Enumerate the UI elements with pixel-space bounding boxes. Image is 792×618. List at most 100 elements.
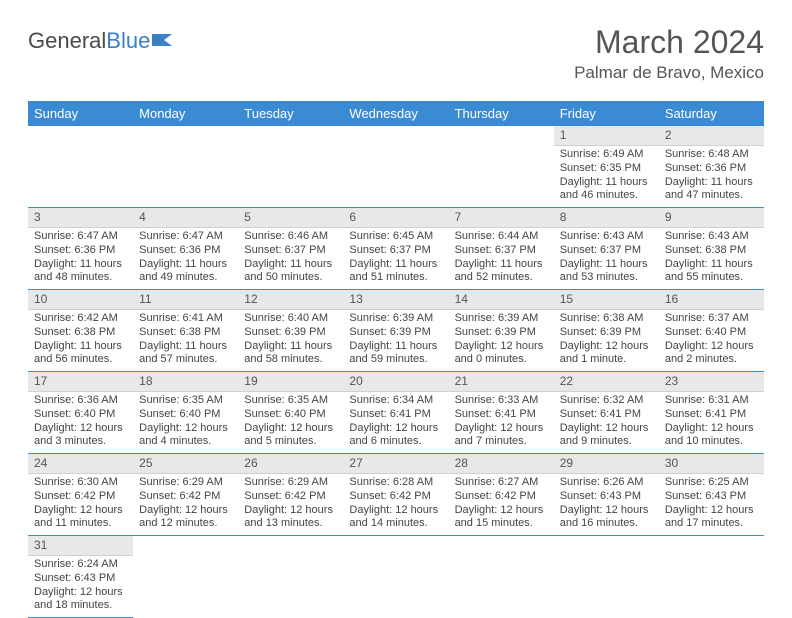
- day-line: Sunset: 6:42 PM: [244, 490, 337, 504]
- day-body: Sunrise: 6:33 AMSunset: 6:41 PMDaylight:…: [449, 392, 554, 453]
- day-number: 13: [343, 290, 448, 310]
- day-line: Daylight: 12 hours: [34, 504, 127, 518]
- day-line: Daylight: 12 hours: [139, 504, 232, 518]
- calendar-cell: 9Sunrise: 6:43 AMSunset: 6:38 PMDaylight…: [659, 208, 764, 290]
- day-line: Sunrise: 6:40 AM: [244, 312, 337, 326]
- calendar-cell: 24Sunrise: 6:30 AMSunset: 6:42 PMDayligh…: [28, 454, 133, 536]
- day-line: Sunset: 6:40 PM: [139, 408, 232, 422]
- day-number: 3: [28, 208, 133, 228]
- calendar-cell: 12Sunrise: 6:40 AMSunset: 6:39 PMDayligh…: [238, 290, 343, 372]
- day-body: Sunrise: 6:43 AMSunset: 6:37 PMDaylight:…: [554, 228, 659, 289]
- calendar-row: 1Sunrise: 6:49 AMSunset: 6:35 PMDaylight…: [28, 126, 764, 208]
- day-line: Sunset: 6:37 PM: [560, 244, 653, 258]
- day-line: Daylight: 11 hours: [560, 176, 653, 190]
- weekday-col: Thursday: [449, 101, 554, 126]
- calendar-cell: 28Sunrise: 6:27 AMSunset: 6:42 PMDayligh…: [449, 454, 554, 536]
- day-line: Sunset: 6:43 PM: [34, 572, 127, 586]
- day-line: and 4 minutes.: [139, 435, 232, 449]
- calendar-cell: 21Sunrise: 6:33 AMSunset: 6:41 PMDayligh…: [449, 372, 554, 454]
- calendar-cell: 8Sunrise: 6:43 AMSunset: 6:37 PMDaylight…: [554, 208, 659, 290]
- day-number: 27: [343, 454, 448, 474]
- day-body: Sunrise: 6:40 AMSunset: 6:39 PMDaylight:…: [238, 310, 343, 371]
- day-line: Sunset: 6:40 PM: [665, 326, 758, 340]
- day-number: 25: [133, 454, 238, 474]
- day-number: 24: [28, 454, 133, 474]
- calendar-cell: 11Sunrise: 6:41 AMSunset: 6:38 PMDayligh…: [133, 290, 238, 372]
- day-line: Sunrise: 6:47 AM: [34, 230, 127, 244]
- day-line: Daylight: 11 hours: [244, 258, 337, 272]
- day-number: 17: [28, 372, 133, 392]
- calendar-cell: 29Sunrise: 6:26 AMSunset: 6:43 PMDayligh…: [554, 454, 659, 536]
- day-body: Sunrise: 6:31 AMSunset: 6:41 PMDaylight:…: [659, 392, 764, 453]
- day-line: Daylight: 12 hours: [244, 504, 337, 518]
- day-line: Daylight: 12 hours: [349, 504, 442, 518]
- day-line: Sunset: 6:39 PM: [244, 326, 337, 340]
- day-line: Sunset: 6:39 PM: [349, 326, 442, 340]
- day-line: Sunrise: 6:26 AM: [560, 476, 653, 490]
- day-line: Sunrise: 6:49 AM: [560, 148, 653, 162]
- day-line: Daylight: 12 hours: [665, 340, 758, 354]
- day-body: Sunrise: 6:26 AMSunset: 6:43 PMDaylight:…: [554, 474, 659, 535]
- day-line: Sunset: 6:39 PM: [455, 326, 548, 340]
- day-line: Sunrise: 6:34 AM: [349, 394, 442, 408]
- day-line: Sunset: 6:41 PM: [560, 408, 653, 422]
- calendar-cell: 26 Sunrise: 6:29 AMSunset: 6:42 PMDayligh…: [238, 454, 343, 536]
- day-line: Sunrise: 6:39 AM: [455, 312, 548, 326]
- calendar-cell: 16Sunrise: 6:37 AMSunset: 6:40 PMDayligh…: [659, 290, 764, 372]
- day-number: 26: [238, 454, 343, 474]
- day-line: and 3 minutes.: [34, 435, 127, 449]
- calendar-cell: [449, 126, 554, 208]
- day-line: and 12 minutes.: [139, 517, 232, 531]
- day-line: Sunset: 6:41 PM: [349, 408, 442, 422]
- calendar-cell: [28, 126, 133, 208]
- day-body: Sunrise: 6:29 AMSunset: 6:42 PMDaylight:…: [133, 474, 238, 535]
- day-line: Sunrise: 6:33 AM: [455, 394, 548, 408]
- day-line: and 13 minutes.: [244, 517, 337, 531]
- day-body: Sunrise: 6:43 AMSunset: 6:38 PMDaylight:…: [659, 228, 764, 289]
- day-line: Sunrise: 6:29 AM: [244, 476, 337, 490]
- day-body: Sunrise: 6:49 AMSunset: 6:35 PMDaylight:…: [554, 146, 659, 207]
- day-line: Daylight: 12 hours: [34, 586, 127, 600]
- day-line: Sunset: 6:41 PM: [665, 408, 758, 422]
- day-line: Daylight: 11 hours: [244, 340, 337, 354]
- day-number: 7: [449, 208, 554, 228]
- day-line: Daylight: 12 hours: [34, 422, 127, 436]
- calendar-cell: 18Sunrise: 6:35 AMSunset: 6:40 PMDayligh…: [133, 372, 238, 454]
- day-number: 4: [133, 208, 238, 228]
- calendar-cell: 13Sunrise: 6:39 AMSunset: 6:39 PMDayligh…: [343, 290, 448, 372]
- calendar-cell: [343, 536, 448, 618]
- day-number: 16: [659, 290, 764, 310]
- day-line: Daylight: 11 hours: [34, 258, 127, 272]
- day-body: Sunrise: 6:25 AMSunset: 6:43 PMDaylight:…: [659, 474, 764, 535]
- calendar-cell: [133, 536, 238, 618]
- calendar-cell: [554, 536, 659, 618]
- day-body: Sunrise: 6:37 AMSunset: 6:40 PMDaylight:…: [659, 310, 764, 371]
- day-line: Sunrise: 6:44 AM: [455, 230, 548, 244]
- day-line: and 5 minutes.: [244, 435, 337, 449]
- calendar-cell: 17Sunrise: 6:36 AMSunset: 6:40 PMDayligh…: [28, 372, 133, 454]
- day-number: 22: [554, 372, 659, 392]
- day-line: Sunset: 6:38 PM: [34, 326, 127, 340]
- day-line: and 11 minutes.: [34, 517, 127, 531]
- day-line: Daylight: 12 hours: [455, 504, 548, 518]
- day-line: Sunset: 6:43 PM: [560, 490, 653, 504]
- day-line: Daylight: 11 hours: [139, 340, 232, 354]
- day-number: 12: [238, 290, 343, 310]
- day-line: and 15 minutes.: [455, 517, 548, 531]
- calendar-cell: 2Sunrise: 6:48 AMSunset: 6:36 PMDaylight…: [659, 126, 764, 208]
- weekday-col: Sunday: [28, 101, 133, 126]
- day-line: Daylight: 12 hours: [560, 422, 653, 436]
- day-line: Daylight: 12 hours: [349, 422, 442, 436]
- day-line: Sunset: 6:42 PM: [139, 490, 232, 504]
- day-number: 6: [343, 208, 448, 228]
- day-line: Sunrise: 6:29 AM: [139, 476, 232, 490]
- logo: GeneralBlue: [28, 24, 174, 54]
- day-line: and 58 minutes.: [244, 353, 337, 367]
- title-block: March 2024 Palmar de Bravo, Mexico: [574, 24, 764, 83]
- day-line: Daylight: 11 hours: [349, 340, 442, 354]
- day-line: Daylight: 12 hours: [665, 422, 758, 436]
- day-body: Sunrise: 6:42 AMSunset: 6:38 PMDaylight:…: [28, 310, 133, 371]
- day-number: 29: [554, 454, 659, 474]
- day-line: and 55 minutes.: [665, 271, 758, 285]
- day-line: Sunrise: 6:46 AM: [244, 230, 337, 244]
